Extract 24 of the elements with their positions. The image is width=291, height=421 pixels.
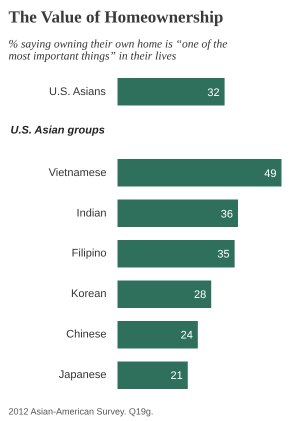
data-label: 35 <box>217 248 230 261</box>
y-tick-label: Chinese <box>66 328 106 341</box>
chart-title: The Value of Homeownership <box>8 8 224 26</box>
data-label: 49 <box>264 168 277 180</box>
bar <box>118 280 212 308</box>
y-tick-label: Indian <box>76 207 107 220</box>
data-label: 32 <box>207 86 220 99</box>
data-label: 21 <box>170 370 183 382</box>
chart-subtitle: % saying owning their own home is “one of the most important things” in their lives <box>8 38 228 62</box>
bar <box>118 240 235 268</box>
y-tick-label: Japanese <box>58 369 107 382</box>
bar <box>118 159 282 187</box>
text: U.S. Asian groups <box>10 124 105 136</box>
text: 2012 Asian-American Survey. Q19g. <box>8 406 154 416</box>
bar <box>118 361 188 389</box>
bar <box>118 320 198 348</box>
data-label: 28 <box>194 289 206 302</box>
y-tick-label: Filipino <box>72 248 107 260</box>
y-tick-label: Korean <box>71 288 107 300</box>
data-label: 36 <box>220 208 234 220</box>
y-tick-label: Vietnamese <box>48 166 106 179</box>
data-label: 24 <box>180 330 193 342</box>
bar <box>118 199 238 228</box>
y-tick-label: U.S. Asians <box>49 86 106 98</box>
